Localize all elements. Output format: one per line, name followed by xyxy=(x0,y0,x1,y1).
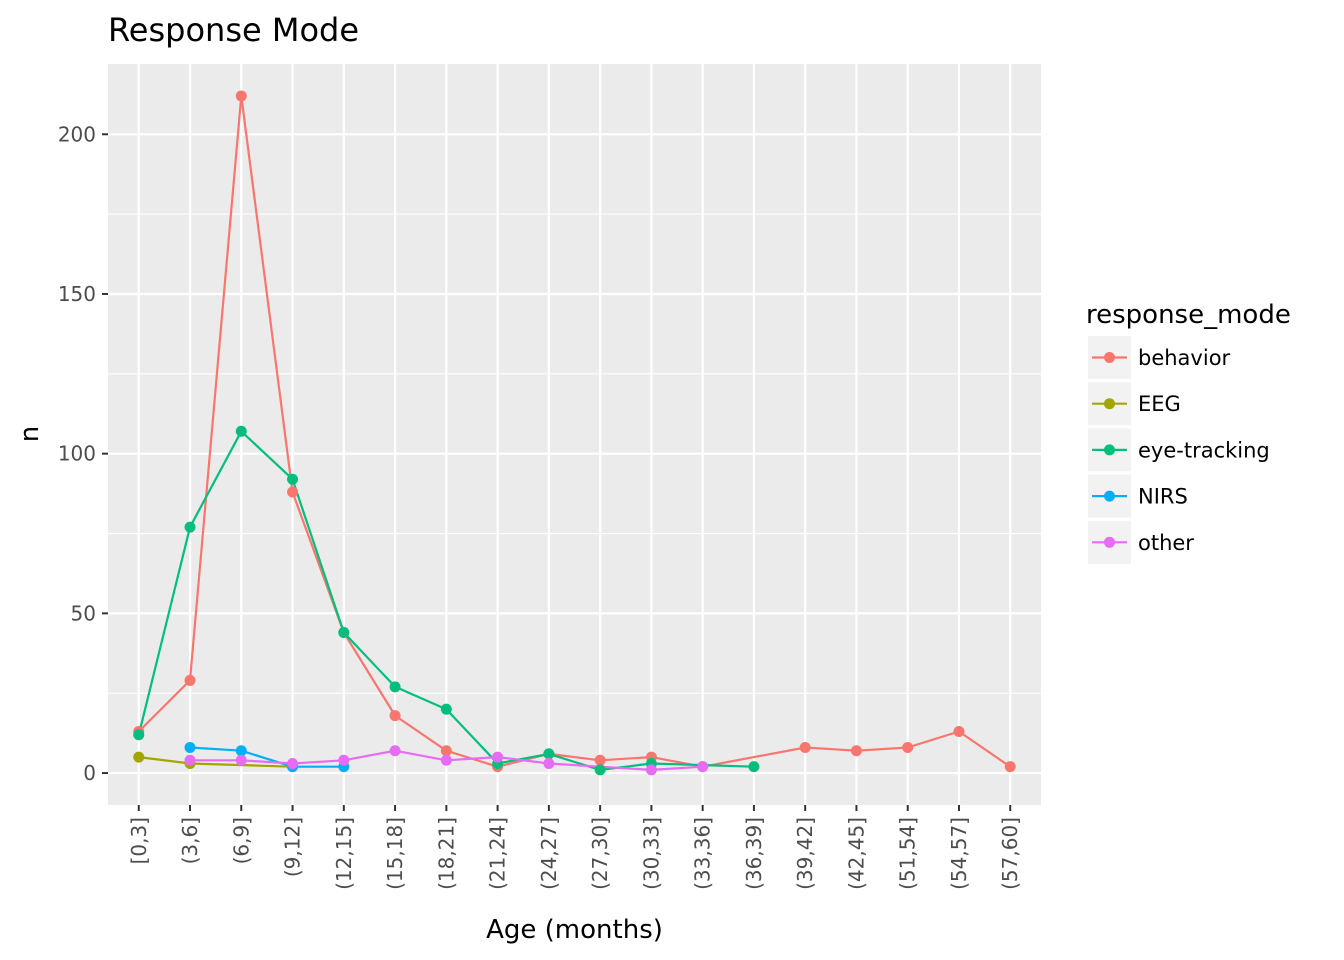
data-point-NIRS xyxy=(184,742,196,754)
x-axis-title: Age (months) xyxy=(486,915,663,945)
plot-panel xyxy=(108,64,1041,805)
data-point-eye-tracking xyxy=(748,761,760,773)
y-axis: 0 50 100 150 200 xyxy=(58,122,108,785)
data-point-behavior xyxy=(440,745,452,757)
legend-key-point xyxy=(1104,398,1115,410)
data-point-eye-tracking xyxy=(133,729,145,741)
x-tick-label: (30,33] xyxy=(639,817,663,890)
data-point-eye-tracking xyxy=(543,748,555,760)
data-point-other xyxy=(645,764,657,776)
y-tick-label: 200 xyxy=(58,122,96,146)
data-point-EEG xyxy=(133,751,145,763)
legend-label-behavior: behavior xyxy=(1138,346,1231,370)
data-point-other xyxy=(287,757,299,769)
series-line-NIRS xyxy=(189,746,344,768)
x-tick-label: (27,30] xyxy=(588,817,612,890)
x-tick-label: (21,24] xyxy=(486,817,510,890)
data-point-behavior xyxy=(594,754,606,766)
data-point-behavior xyxy=(184,674,196,686)
x-tick-label: (42,45] xyxy=(844,817,868,890)
data-point-behavior xyxy=(287,486,299,498)
data-point-other xyxy=(338,754,350,766)
x-tick-label: (12,15] xyxy=(332,817,356,890)
data-point-other xyxy=(697,761,709,773)
x-tick-label: (24,27] xyxy=(537,817,561,890)
data-point-other xyxy=(492,751,504,763)
legend: response_mode behavior EEG eye-tracking NIR… xyxy=(1086,300,1291,564)
data-point-behavior xyxy=(953,726,965,738)
x-tick-label: (9,12] xyxy=(281,817,305,877)
x-tick-label: [0,3] xyxy=(127,817,151,864)
data-point-other xyxy=(440,754,452,766)
data-point-behavior xyxy=(902,742,914,754)
data-point-behavior xyxy=(850,745,862,757)
x-tick-label: (39,42] xyxy=(793,817,817,890)
legend-label-other: other xyxy=(1138,531,1194,555)
legend-label-eye-tracking: eye-tracking xyxy=(1138,438,1270,462)
series-points xyxy=(133,90,1016,776)
data-point-other xyxy=(389,745,401,757)
series-line-eye-tracking xyxy=(137,430,754,772)
legend-key-point xyxy=(1104,352,1115,363)
chart-title: Response Mode xyxy=(108,11,359,49)
data-point-other xyxy=(235,754,247,766)
x-tick-label: (36,39] xyxy=(742,817,766,890)
y-tick-label: 0 xyxy=(83,761,96,785)
x-tick-label: (18,21] xyxy=(434,817,458,890)
x-tick-label: (57,60] xyxy=(998,817,1022,890)
y-tick-label: 150 xyxy=(58,282,96,306)
data-point-behavior xyxy=(235,90,247,102)
y-tick-label: 100 xyxy=(58,442,96,466)
data-point-eye-tracking xyxy=(594,764,606,776)
y-axis-title: n xyxy=(15,426,45,442)
data-point-behavior xyxy=(389,710,401,722)
x-tick-label: (3,6] xyxy=(178,817,202,864)
data-point-NIRS xyxy=(235,745,247,757)
x-tick-label: (54,57] xyxy=(947,817,971,890)
data-point-other xyxy=(184,754,196,766)
legend-title: response_mode xyxy=(1086,300,1291,330)
data-point-behavior xyxy=(799,742,811,754)
minor-gridlines xyxy=(108,213,1041,694)
data-point-eye-tracking xyxy=(338,627,350,639)
x-axis: [0,3] (3,6] (6,9] (9,12] (12,15] (15,18] (18,2… xyxy=(127,805,1022,890)
legend-key-point xyxy=(1104,444,1115,456)
major-gridlines xyxy=(108,64,1041,805)
data-point-eye-tracking xyxy=(389,681,401,693)
data-point-other xyxy=(543,757,555,769)
y-tick-label: 50 xyxy=(71,601,96,625)
legend-key-point xyxy=(1104,536,1115,548)
data-point-eye-tracking xyxy=(184,521,196,533)
data-point-behavior xyxy=(1004,761,1016,773)
x-tick-label: (6,9] xyxy=(229,817,253,864)
data-point-eye-tracking xyxy=(235,425,247,437)
legend-label-EEG: EEG xyxy=(1138,392,1181,416)
x-tick-label: (51,54] xyxy=(896,817,920,890)
legend-key-point xyxy=(1104,490,1115,502)
legend-label-NIRS: NIRS xyxy=(1138,485,1188,509)
x-tick-label: (15,18] xyxy=(383,817,407,890)
data-point-eye-tracking xyxy=(440,703,452,715)
data-point-eye-tracking xyxy=(287,473,299,485)
x-tick-label: (33,36] xyxy=(691,817,715,890)
